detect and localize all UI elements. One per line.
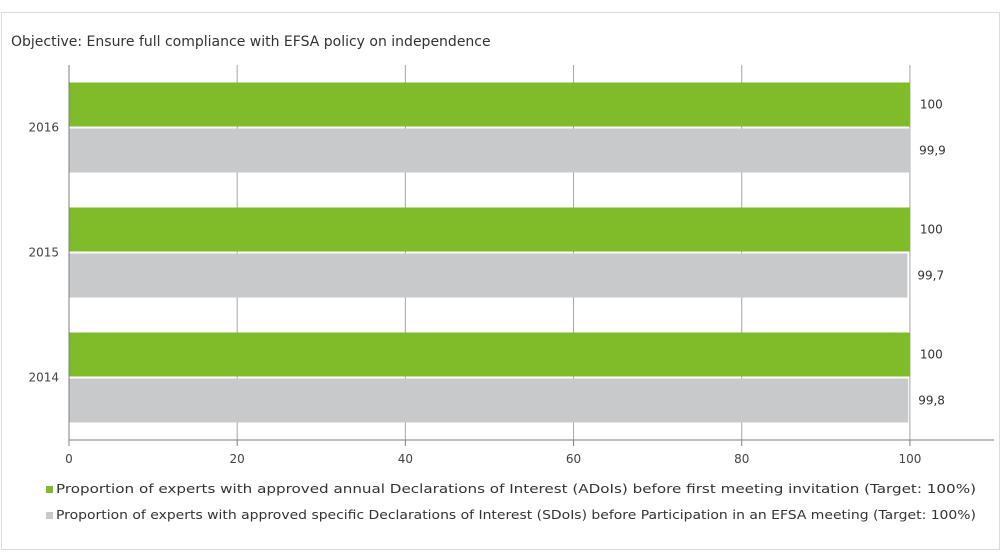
bar-chart: Objective: Ensure full compliance with E…: [11, 34, 994, 522]
chart-title: Objective: Ensure full compliance with E…: [11, 34, 491, 50]
data-label-2016-series-1: 100: [920, 98, 943, 112]
x-tick-label-60: 60: [566, 452, 581, 466]
bar-2016-series-1: [69, 82, 910, 127]
grid-lines: [236, 65, 911, 440]
data-label-2016-series-2: 99,9: [919, 144, 946, 158]
bar-2014-series-2: [69, 378, 909, 423]
bars: 100 99,9 100 99,7 100 99,8: [69, 82, 946, 423]
legend-swatch-2: [46, 512, 53, 519]
category-label-2016: 2016: [28, 121, 59, 135]
category-label-2015: 2015: [28, 246, 59, 260]
chart-frame: Objective: Ensure full compliance with E…: [1, 12, 1000, 550]
x-tick-label-40: 40: [398, 452, 413, 466]
legend: Proportion of experts with approved annu…: [46, 482, 976, 522]
axes: 2016 2015 2014 0 20 40 60 80 100: [28, 65, 994, 466]
bar-2015-series-1: [69, 207, 910, 252]
x-tick-label-20: 20: [230, 452, 245, 466]
data-label-2015-series-1: 100: [920, 223, 943, 237]
data-label-2015-series-2: 99,7: [917, 269, 944, 283]
legend-swatch-1: [46, 486, 53, 493]
data-label-2014-series-2: 99,8: [918, 394, 945, 408]
x-tick-label-80: 80: [734, 452, 749, 466]
data-label-2014-series-1: 100: [920, 348, 943, 362]
legend-label-1: Proportion of experts with approved annu…: [56, 482, 976, 496]
category-label-2014: 2014: [28, 371, 59, 385]
x-tick-label-100: 100: [898, 452, 921, 466]
bar-2016-series-2: [69, 128, 910, 173]
x-tick-label-0: 0: [65, 452, 73, 466]
bar-2015-series-2: [69, 253, 908, 298]
legend-label-2: Proportion of experts with approved spec…: [56, 508, 976, 522]
bar-2014-series-1: [69, 332, 910, 377]
